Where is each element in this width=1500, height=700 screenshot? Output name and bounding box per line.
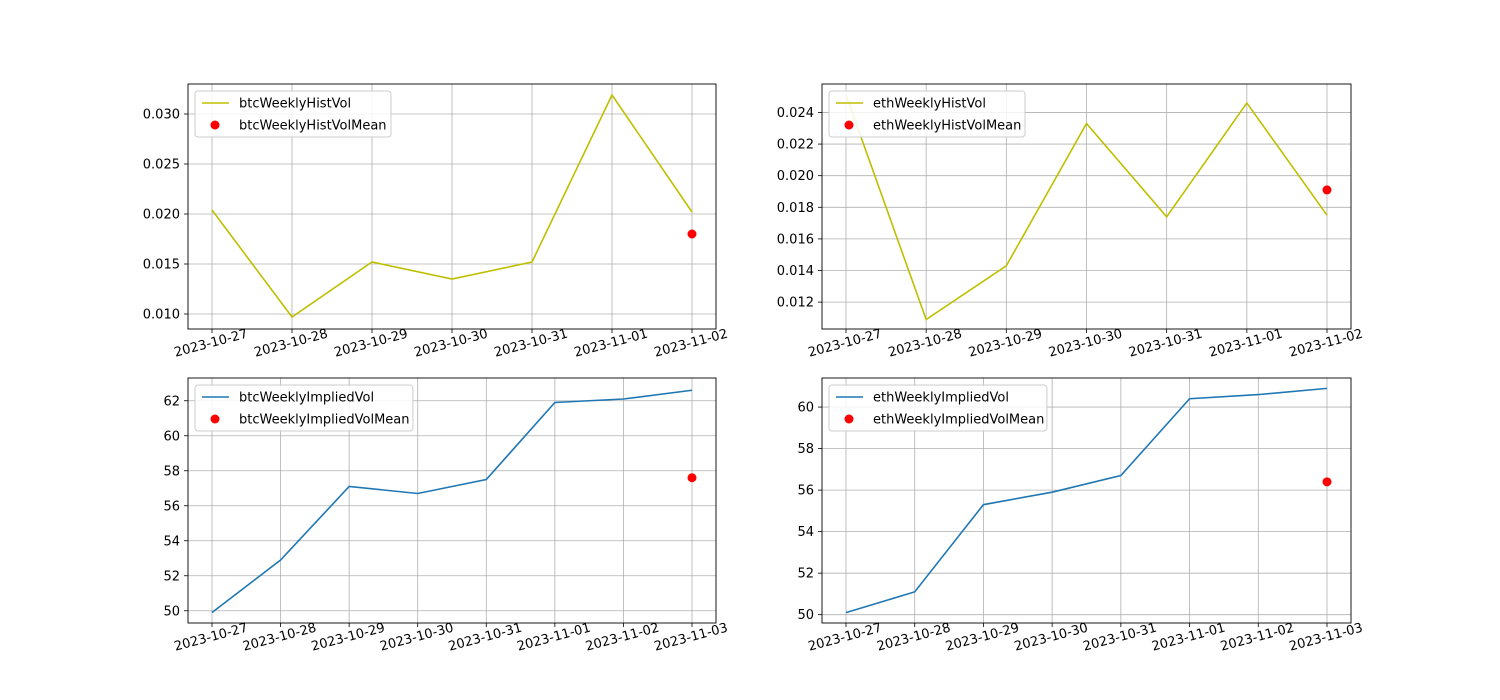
chart-panel-3: 2023-10-272023-10-282023-10-292023-10-30… [163,377,730,655]
y-tick-label: 56 [797,484,814,499]
series-line-btcWeeklyImpliedVol [211,389,693,614]
y-tick-label: 0.018 [777,201,814,216]
legend-dot-swatch [844,120,854,130]
series-line-ethWeeklyImpliedVol [845,387,1328,614]
x-tick-label: 2023-10-28 [887,327,964,361]
x-tick-label: 2023-11-02 [1219,621,1296,655]
x-tick-label: 2023-11-02 [653,327,730,361]
x-tick-label: 2023-10-29 [310,621,387,655]
x-tick-label: 2023-10-30 [378,621,455,655]
x-tick-label: 2023-10-27 [807,327,884,361]
y-tick-label: 0.024 [777,106,814,121]
y-tick-label: 50 [797,608,814,623]
y-tick-label: 62 [163,394,180,409]
legend-label: btcWeeklyImpliedVolMean [239,413,410,428]
legend-dot-swatch [210,120,220,130]
x-tick-label: 2023-11-01 [516,621,593,655]
mean-point-ethWeeklyImpliedVolMean [1322,477,1332,487]
legend-box [828,384,1048,432]
chart-panel-2: 2023-10-27 2023-10-28 2023-10-29 2023-10-30… [777,83,1365,361]
x-tick-label: 2023-10-27 [807,621,884,655]
y-tick-label: 0.025 [143,158,180,173]
x-tick-label: 2023-11-01 [1207,327,1284,361]
x-tick-label: 2023-10-28 [875,621,952,655]
y-tick-label: 0.016 [777,232,814,247]
axes-frame [821,83,1352,330]
x-tick-label: 2023-10-30 [413,327,490,361]
y-tick-label: 0.015 [143,258,180,273]
legend-box [194,90,392,138]
mean-point-btcWeeklyHistVolMean [687,229,697,239]
x-tick-label: 2023-10-30 [1013,621,1090,655]
x-tick-label: 2023-10-28 [241,621,318,655]
y-tick-label: 54 [163,534,180,549]
y-tick-label: 52 [797,567,814,582]
x-tick-label: 2023-10-31 [493,327,570,361]
axes-frame [821,377,1352,624]
x-tick-label: 2023-10-27 [173,327,250,361]
y-tick-label: 54 [797,525,814,540]
y-tick-label: 60 [797,401,814,416]
y-tick-label: 56 [163,499,180,514]
x-tick-label: 2023-10-29 [333,327,410,361]
y-tick-label: 58 [797,442,814,457]
legend-label: btcWeeklyImpliedVol [239,391,374,406]
legend: btcWeeklyImpliedVol btcWeeklyImpliedVolMe… [194,384,414,432]
y-tick-label: 0.030 [143,108,180,123]
axes-frame [187,83,717,330]
legend-box [194,384,414,432]
legend-label: ethWeeklyHistVol [873,97,986,112]
legend: ethWeeklyHistVol ethWeeklyHistVolMean [828,90,1026,138]
chart-panel-1: 2023-10-27 2023-10-28 2023-10-29 2023-10-30… [143,83,730,361]
y-tick-label: 50 [163,604,180,619]
series-line-ethWeeklyHistVol [845,94,1328,321]
mean-point-btcWeeklyImpliedVolMean [687,473,697,483]
x-tick-label: 2023-11-01 [1150,621,1227,655]
legend: btcWeeklyHistVol btcWeeklyHistVolMean [194,90,392,138]
y-tick-label: 0.014 [777,264,814,279]
x-tick-label: 2023-10-29 [967,327,1044,361]
x-tick-label: 2023-10-31 [1127,327,1204,361]
x-tick-label: 2023-11-03 [1288,621,1365,655]
x-tick-label: 2023-10-29 [944,621,1021,655]
y-tick-label: 0.020 [143,208,180,223]
mean-point-ethWeeklyHistVolMean [1322,185,1332,195]
legend-label: btcWeeklyHistVolMean [239,119,387,134]
x-tick-label: 2023-10-31 [447,621,524,655]
legend-label: ethWeeklyImpliedVolMean [873,413,1044,428]
legend-dot-swatch [844,414,854,424]
y-tick-label: 0.020 [777,169,814,184]
y-tick-label: 0.012 [777,296,814,311]
x-tick-label: 2023-10-31 [1082,621,1159,655]
x-tick-label: 2023-10-27 [173,621,250,655]
y-tick-label: 60 [163,429,180,444]
x-tick-label: 2023-11-02 [584,621,661,655]
x-tick-label: 2023-10-30 [1047,327,1124,361]
y-tick-label: 52 [163,569,180,584]
legend-label: btcWeeklyHistVol [239,97,351,112]
axes-frame [187,377,717,624]
y-tick-label: 58 [163,464,180,479]
legend-box [828,90,1026,138]
x-tick-label: 2023-11-02 [1288,327,1365,361]
y-tick-label: 0.022 [777,138,814,153]
legend-dot-swatch [210,414,220,424]
legend-label: ethWeeklyImpliedVol [873,391,1009,406]
legend: ethWeeklyImpliedVol ethWeeklyImpliedVolMe… [828,384,1048,432]
x-tick-label: 2023-10-28 [253,327,330,361]
chart-panel-4: 2023-10-272023-10-282023-10-292023-10-30… [797,377,1365,655]
x-tick-label: 2023-11-03 [653,621,730,655]
legend-label: ethWeeklyHistVolMean [873,119,1021,134]
series-line-btcWeeklyHistVol [211,93,693,319]
x-tick-label: 2023-11-01 [573,327,650,361]
y-tick-label: 0.010 [143,308,180,323]
